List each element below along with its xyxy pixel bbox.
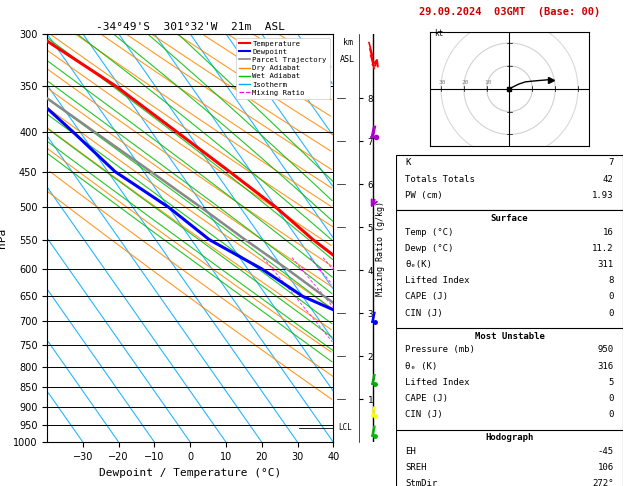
Text: 1: 1 (270, 266, 274, 272)
Text: km: km (343, 38, 352, 47)
Text: Surface: Surface (491, 214, 528, 223)
Text: Lifted Index: Lifted Index (405, 276, 470, 285)
Text: LCL: LCL (339, 423, 353, 432)
Text: 0: 0 (608, 410, 614, 419)
Text: 29.09.2024  03GMT  (Base: 00): 29.09.2024 03GMT (Base: 00) (419, 7, 600, 17)
Text: Temp (°C): Temp (°C) (405, 227, 454, 237)
Title: -34°49'S  301°32'W  21m  ASL: -34°49'S 301°32'W 21m ASL (96, 22, 285, 32)
Text: 106: 106 (598, 463, 614, 472)
Text: 3: 3 (318, 266, 321, 272)
Text: PW (cm): PW (cm) (405, 191, 443, 200)
Text: 950: 950 (598, 346, 614, 354)
Text: 30: 30 (438, 80, 446, 85)
Text: 0: 0 (608, 394, 614, 403)
Legend: Temperature, Dewpoint, Parcel Trajectory, Dry Adiabat, Wet Adiabat, Isotherm, Mi: Temperature, Dewpoint, Parcel Trajectory… (236, 37, 330, 99)
Text: StmDir: StmDir (405, 479, 438, 486)
Text: CIN (J): CIN (J) (405, 309, 443, 318)
Text: 7: 7 (608, 158, 614, 167)
Text: 8: 8 (608, 276, 614, 285)
Text: 0: 0 (608, 309, 614, 318)
Text: CIN (J): CIN (J) (405, 410, 443, 419)
Text: Mixing Ratio (g/kg): Mixing Ratio (g/kg) (376, 201, 385, 296)
X-axis label: Dewpoint / Temperature (°C): Dewpoint / Temperature (°C) (99, 468, 281, 478)
Text: 4: 4 (331, 266, 335, 272)
Text: Most Unstable: Most Unstable (474, 331, 545, 341)
Bar (396, 328, 623, 432)
Text: 5: 5 (608, 378, 614, 387)
Bar (396, 430, 623, 486)
Text: 10: 10 (484, 80, 491, 85)
Text: CAPE (J): CAPE (J) (405, 394, 448, 403)
Y-axis label: hPa: hPa (0, 228, 8, 248)
Text: 42: 42 (603, 174, 614, 184)
Text: 0: 0 (608, 293, 614, 301)
Text: θₑ (K): θₑ (K) (405, 362, 438, 370)
Text: kt: kt (434, 29, 443, 38)
Text: 11.2: 11.2 (592, 244, 614, 253)
Text: -45: -45 (598, 447, 614, 456)
Text: 311: 311 (598, 260, 614, 269)
Text: K: K (405, 158, 411, 167)
Text: 20: 20 (461, 80, 469, 85)
Text: Lifted Index: Lifted Index (405, 378, 470, 387)
Text: Hodograph: Hodograph (486, 433, 533, 442)
Text: Dewp (°C): Dewp (°C) (405, 244, 454, 253)
Bar (396, 210, 623, 330)
Text: SREH: SREH (405, 463, 427, 472)
Text: ASL: ASL (340, 55, 355, 64)
Text: θₑ(K): θₑ(K) (405, 260, 432, 269)
Text: EH: EH (405, 447, 416, 456)
Text: CAPE (J): CAPE (J) (405, 293, 448, 301)
Text: 16: 16 (603, 227, 614, 237)
Text: 316: 316 (598, 362, 614, 370)
Text: 272°: 272° (592, 479, 614, 486)
Text: Pressure (mb): Pressure (mb) (405, 346, 475, 354)
Text: 1.93: 1.93 (592, 191, 614, 200)
Text: 2: 2 (299, 266, 303, 272)
Bar (396, 155, 623, 210)
Text: Totals Totals: Totals Totals (405, 174, 475, 184)
